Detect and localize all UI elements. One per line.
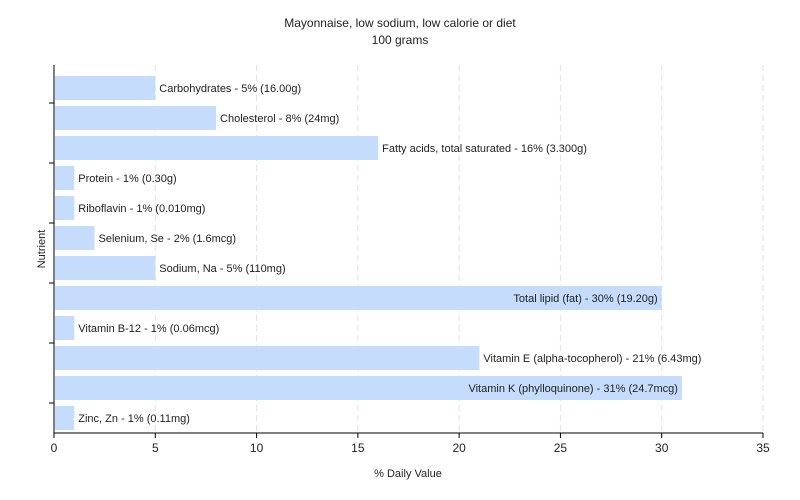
bar-data-label: Selenium, Se - 2% (1.6mcg) [99, 233, 237, 245]
axes [49, 65, 763, 434]
grid-lines [154, 65, 764, 433]
x-tick-label: 20 [452, 441, 466, 455]
bar-data-label: Zinc, Zn - 1% (0.11mg) [78, 413, 190, 425]
bar-data-label: Protein - 1% (0.30g) [78, 173, 176, 185]
chart-subtitle: 100 grams [372, 33, 429, 47]
x-tick-label: 35 [756, 441, 770, 455]
x-tick-label: 25 [554, 441, 568, 455]
bar-data-label: Fatty acids, total saturated - 16% (3.30… [382, 143, 587, 155]
bar [55, 316, 75, 340]
bar-data-label: Vitamin E (alpha-tocopherol) - 21% (6.43… [483, 353, 701, 365]
bar [55, 286, 662, 310]
bar [55, 166, 75, 190]
bar-data-label: Carbohydrates - 5% (16.00g) [159, 83, 301, 95]
x-tick-label: 10 [250, 441, 264, 455]
bars: Carbohydrates - 5% (16.00g) Cholesterol -… [55, 76, 701, 430]
bar-data-label: Vitamin K (phylloquinone) - 31% (24.7mcg… [468, 383, 678, 395]
x-tick-label: 15 [351, 441, 365, 455]
bar [55, 256, 156, 280]
bar [55, 76, 156, 100]
bar [55, 376, 682, 400]
bar [55, 136, 379, 160]
bar-data-label: Vitamin B-12 - 1% (0.06mcg) [78, 323, 219, 335]
bar [55, 346, 480, 370]
x-tick-label: 0 [51, 441, 58, 455]
bar [55, 406, 75, 430]
bar [55, 196, 75, 220]
x-axis-title: % Daily Value [374, 468, 442, 480]
x-tick-label: 5 [152, 441, 159, 455]
bar-data-label: Total lipid (fat) - 30% (19.20g) [513, 293, 657, 305]
y-axis-title: Nutrient [36, 230, 48, 269]
x-tick-label: 30 [655, 441, 669, 455]
chart-title: Mayonnaise, low sodium, low calorie or d… [284, 16, 516, 30]
bar [55, 106, 217, 130]
bar [55, 226, 95, 250]
bar-data-label: Cholesterol - 8% (24mg) [220, 113, 339, 125]
x-ticks: 0 5 10 15 20 25 30 35 [51, 433, 770, 455]
bar-data-label: Riboflavin - 1% (0.010mg) [78, 203, 205, 215]
bar-data-label: Sodium, Na - 5% (110mg) [159, 263, 285, 275]
